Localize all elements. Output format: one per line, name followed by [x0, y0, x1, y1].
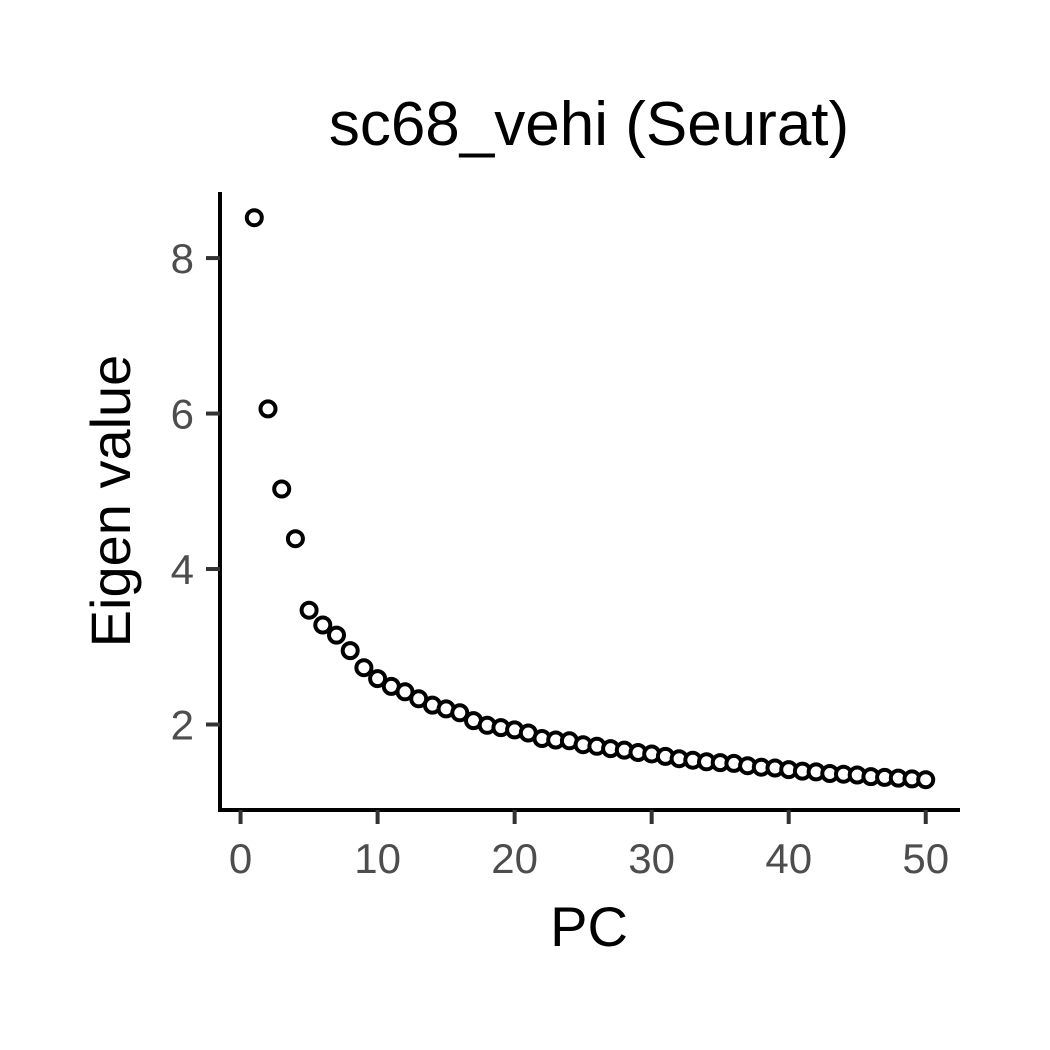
data-point [244, 208, 264, 228]
x-tick-label: 30 [628, 835, 675, 882]
x-tick-label: 20 [491, 835, 538, 882]
y-ticks: 2 4 6 8 [171, 235, 220, 748]
data-point [272, 479, 292, 499]
data-point [916, 770, 936, 790]
data-point [340, 641, 360, 661]
data-point [299, 600, 319, 620]
data-point [258, 399, 278, 419]
points-layer [244, 208, 936, 790]
data-point [450, 703, 470, 723]
data-point [285, 529, 305, 549]
y-axis-title: Eigen value [79, 355, 142, 648]
data-point [368, 669, 388, 689]
x-ticks: 0 10 20 30 40 50 [229, 810, 949, 882]
data-point [313, 615, 333, 635]
chart-title: sc68_vehi (Seurat) [329, 90, 849, 159]
data-point [327, 625, 346, 645]
y-tick-label: 6 [171, 391, 194, 438]
x-tick-label: 0 [229, 835, 252, 882]
x-tick-label: 40 [765, 835, 812, 882]
x-tick-label: 10 [354, 835, 401, 882]
y-tick-label: 2 [171, 701, 194, 748]
x-axis-title: PC [550, 895, 628, 958]
x-tick-label: 50 [902, 835, 949, 882]
y-tick-label: 8 [171, 235, 194, 282]
y-tick-label: 4 [171, 546, 194, 593]
data-point [354, 658, 374, 678]
